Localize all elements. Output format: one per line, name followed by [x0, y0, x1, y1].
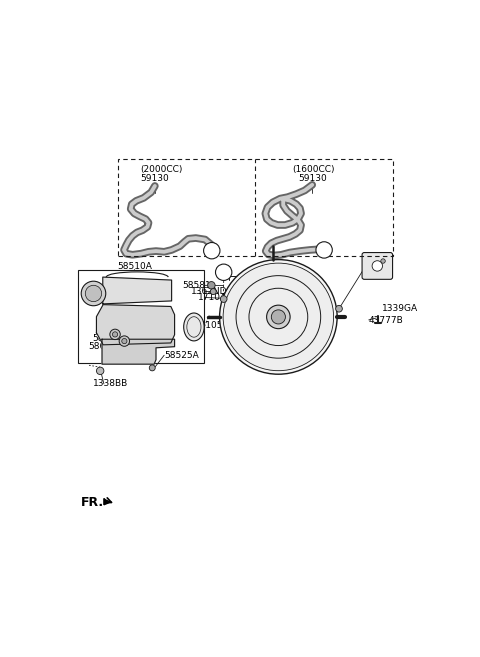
Text: 59130: 59130: [141, 174, 169, 183]
Circle shape: [122, 338, 127, 344]
Text: 58510A: 58510A: [117, 262, 152, 271]
Circle shape: [204, 242, 220, 259]
Text: 59130: 59130: [298, 174, 326, 183]
Text: 58511A: 58511A: [132, 286, 168, 296]
Circle shape: [271, 310, 286, 324]
Text: 1362ND: 1362ND: [192, 286, 228, 296]
Text: 58580F: 58580F: [240, 273, 274, 282]
Text: 58581: 58581: [183, 281, 212, 290]
Text: FR.: FR.: [81, 497, 104, 509]
Circle shape: [316, 242, 332, 258]
Text: (1600CC): (1600CC): [292, 166, 335, 175]
Text: 43777B: 43777B: [369, 316, 404, 325]
Circle shape: [85, 285, 102, 302]
FancyBboxPatch shape: [362, 252, 393, 279]
Text: A: A: [208, 246, 215, 255]
Polygon shape: [104, 499, 108, 505]
Ellipse shape: [223, 263, 334, 371]
Text: 24105: 24105: [194, 321, 222, 330]
Circle shape: [96, 367, 104, 374]
Text: 58672: 58672: [92, 334, 121, 343]
Circle shape: [336, 306, 342, 312]
Circle shape: [149, 365, 155, 371]
Polygon shape: [103, 277, 172, 304]
Text: A: A: [321, 246, 328, 254]
Text: (2000CC): (2000CC): [140, 166, 182, 175]
Polygon shape: [96, 305, 175, 345]
Circle shape: [208, 282, 215, 289]
Text: 58672: 58672: [89, 342, 117, 351]
Circle shape: [210, 288, 216, 294]
Circle shape: [119, 336, 130, 346]
Ellipse shape: [184, 313, 204, 341]
Bar: [78, 271, 204, 363]
Text: 58525A: 58525A: [164, 351, 199, 360]
Text: 59110B: 59110B: [262, 350, 297, 359]
Circle shape: [110, 329, 120, 340]
Text: 59144: 59144: [364, 263, 392, 272]
Ellipse shape: [219, 260, 337, 374]
Circle shape: [381, 259, 385, 263]
Circle shape: [266, 305, 290, 328]
Text: 1339GA: 1339GA: [382, 304, 418, 313]
Circle shape: [220, 296, 227, 302]
Circle shape: [216, 264, 232, 281]
Text: 58531A: 58531A: [86, 290, 121, 299]
Circle shape: [112, 332, 118, 337]
Text: 1710AB: 1710AB: [198, 292, 233, 302]
Text: A: A: [220, 268, 227, 277]
Circle shape: [81, 281, 106, 306]
Text: 1338BB: 1338BB: [93, 379, 128, 388]
Circle shape: [372, 261, 383, 271]
Polygon shape: [102, 339, 175, 364]
Bar: [118, 159, 393, 256]
